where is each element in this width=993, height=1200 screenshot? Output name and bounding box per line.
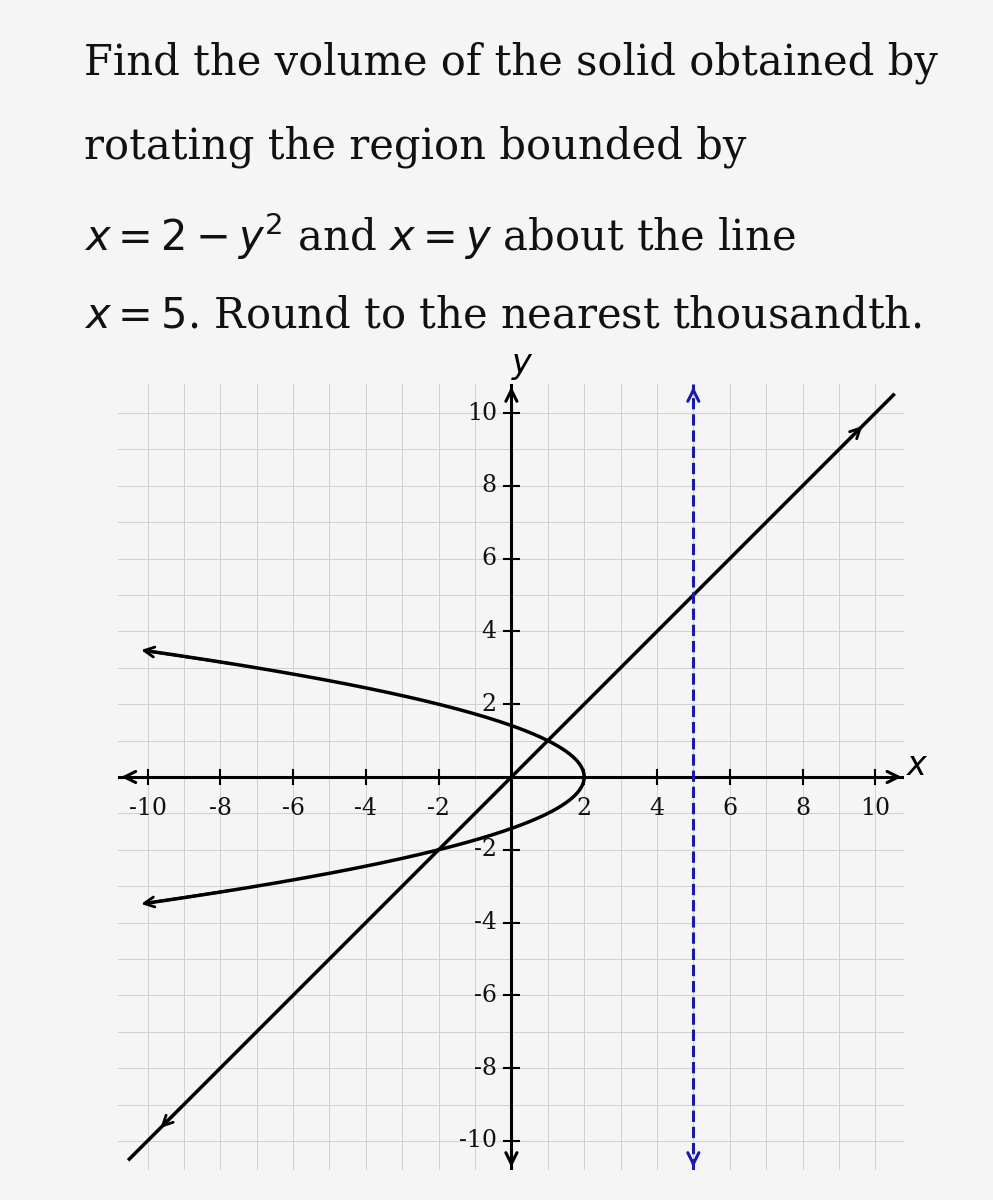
Text: -10: -10: [459, 1129, 496, 1152]
Text: 2: 2: [482, 692, 496, 715]
Text: -4: -4: [474, 911, 496, 934]
Text: $y$: $y$: [510, 350, 534, 382]
Text: 4: 4: [649, 797, 664, 820]
Text: rotating the region bounded by: rotating the region bounded by: [84, 126, 747, 168]
Text: $x = 2 - y^2$ and $x = y$ about the line: $x = 2 - y^2$ and $x = y$ about the line: [84, 210, 796, 262]
Text: Find the volume of the solid obtained by: Find the volume of the solid obtained by: [84, 42, 938, 84]
Text: 8: 8: [482, 474, 496, 497]
Text: $x$: $x$: [907, 750, 929, 782]
Text: -4: -4: [355, 797, 377, 820]
Text: 10: 10: [467, 402, 496, 425]
Text: $x = 5$. Round to the nearest thousandth.: $x = 5$. Round to the nearest thousandth…: [84, 294, 922, 336]
Text: 10: 10: [860, 797, 891, 820]
Text: 6: 6: [482, 547, 496, 570]
Text: -8: -8: [209, 797, 231, 820]
Text: -6: -6: [282, 797, 305, 820]
Text: -8: -8: [474, 1057, 496, 1080]
Text: -2: -2: [474, 839, 496, 862]
Text: 6: 6: [722, 797, 737, 820]
Text: 2: 2: [577, 797, 592, 820]
Text: 4: 4: [482, 620, 496, 643]
Text: -2: -2: [427, 797, 450, 820]
Text: 8: 8: [795, 797, 810, 820]
Text: -6: -6: [474, 984, 496, 1007]
Text: -10: -10: [128, 797, 167, 820]
